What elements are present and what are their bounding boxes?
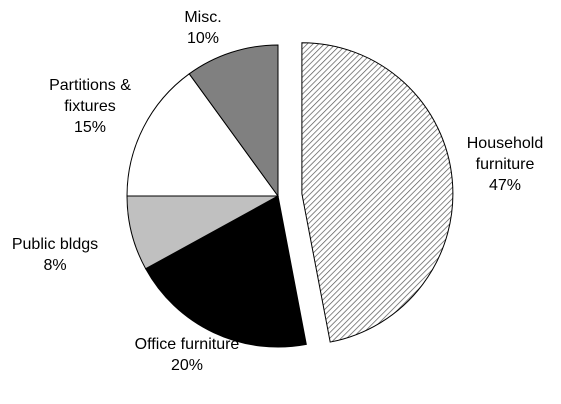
pie-slice	[301, 42, 454, 343]
value-label: 20%	[170, 357, 204, 374]
category-name: Household furniture	[466, 135, 544, 173]
value-label: 47%	[488, 177, 522, 194]
pie-slice	[126, 73, 279, 197]
category-name: Partitions & fixtures	[49, 77, 131, 115]
slice-label: Office furniture 20%	[129, 334, 245, 376]
category-name: Misc.	[184, 9, 222, 26]
slice-label: Partitions & fixtures 15%	[32, 75, 148, 138]
slice-label: Public bldgs 8%	[0, 234, 113, 276]
value-label: 8%	[43, 257, 67, 274]
pie-slice	[188, 44, 279, 198]
slice-label: Misc. 10%	[145, 7, 261, 49]
pie-slice	[144, 195, 307, 348]
value-label: 15%	[73, 119, 107, 136]
category-name: Office furniture	[134, 336, 240, 353]
value-label: 10%	[186, 30, 220, 47]
slice-label: Household furniture 47%	[455, 133, 555, 196]
category-name: Public bldgs	[11, 236, 99, 253]
